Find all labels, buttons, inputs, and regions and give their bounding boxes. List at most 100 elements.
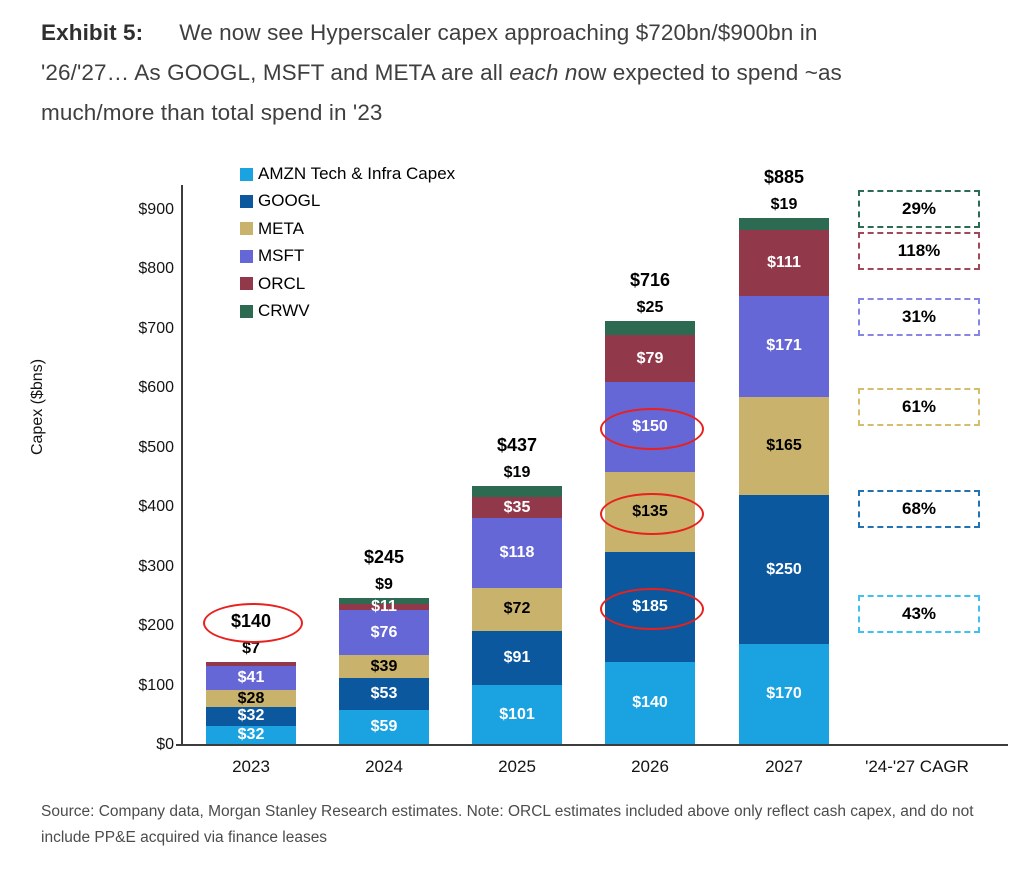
x-category-2026: 2026 bbox=[631, 757, 669, 776]
source-line-2: include PP&E acquired via finance leases bbox=[41, 829, 328, 846]
total-label-2026: $716 bbox=[629, 269, 671, 290]
bar-segment-2023-meta bbox=[206, 690, 296, 707]
segment-label-2023-googl: $32 bbox=[237, 707, 265, 725]
cagr-box-googl: 68% bbox=[858, 490, 980, 528]
bar-segment-2027-crwv bbox=[739, 218, 829, 230]
segment-label-2024-googl: $53 bbox=[370, 685, 398, 703]
title-text-2b: ow expected to spend ~as bbox=[577, 60, 842, 85]
cagr-box-crwv: 29% bbox=[858, 190, 980, 228]
legend-label-msft: MSFT bbox=[258, 246, 305, 266]
source-line-1: Source: Company data, Morgan Stanley Res… bbox=[41, 803, 974, 820]
legend-swatch-amzn bbox=[240, 167, 253, 181]
y-tick-label: $300 bbox=[138, 557, 174, 575]
segment-label-2027-amzn: $170 bbox=[766, 685, 802, 703]
above-bar-label-2023: $7 bbox=[242, 639, 260, 657]
legend-label-crwv: CRWV bbox=[258, 301, 310, 320]
bar-segment-2023-msft bbox=[206, 665, 296, 691]
cagr-box-msft: 31% bbox=[858, 298, 980, 336]
bar-segment-2027-msft bbox=[739, 295, 829, 398]
exhibit-number: Exhibit 5: bbox=[41, 20, 144, 45]
cagr-box-meta: 61% bbox=[858, 388, 980, 426]
y-tick-label: $0 bbox=[156, 736, 174, 753]
legend-item-googl: GOOGL bbox=[240, 191, 320, 211]
bar-segment-2026-crwv bbox=[605, 320, 695, 336]
bar-segment-2024-amzn bbox=[339, 709, 429, 745]
cagr-box-amzn: 43% bbox=[858, 595, 980, 633]
above-bar-label-2024: $9 bbox=[375, 576, 393, 594]
bar-segment-2026-orcl bbox=[605, 335, 695, 383]
segment-label-2023-amzn: $32 bbox=[237, 726, 265, 744]
title-text-italic: each n bbox=[509, 60, 578, 85]
title-text-1: We now see Hyperscaler capex approaching… bbox=[179, 20, 818, 45]
segment-label-2023-meta: $28 bbox=[237, 689, 265, 707]
title-line-2: '26/'27… As GOOGL, MSFT and META are all… bbox=[41, 53, 993, 93]
bar-segment-2024-crwv bbox=[339, 598, 429, 604]
segment-label-2024-msft: $76 bbox=[370, 623, 398, 641]
y-tick-label: $500 bbox=[138, 438, 174, 456]
segment-label-2026-orcl: $79 bbox=[636, 349, 664, 367]
y-axis-title: Capex ($bns) bbox=[29, 358, 46, 456]
x-category-2024: 2024 bbox=[365, 757, 403, 776]
bar-segment-2026-amzn bbox=[605, 661, 695, 745]
legend-label-meta: META bbox=[258, 218, 304, 238]
bar-segment-2023-amzn bbox=[206, 725, 296, 745]
segment-label-2027-googl: $250 bbox=[766, 560, 802, 578]
legend-swatch-msft bbox=[240, 249, 253, 263]
bar-segment-2025-meta bbox=[472, 588, 562, 631]
segment-label-2026-amzn: $140 bbox=[632, 694, 668, 712]
bar-segment-2023-orcl bbox=[206, 661, 296, 666]
title-text-2a: '26/'27… As GOOGL, MSFT and META are all bbox=[41, 60, 510, 85]
y-tick-label: $900 bbox=[138, 201, 174, 218]
bar-segment-2024-googl bbox=[339, 678, 429, 710]
title-line-3: much/more than total spend in '23 bbox=[41, 93, 993, 133]
x-category-2027: 2027 bbox=[765, 757, 803, 776]
cagr-box-orcl: 118% bbox=[858, 232, 980, 270]
bar-segment-2025-crwv bbox=[472, 485, 562, 498]
segment-label-2023-msft: $41 bbox=[237, 669, 265, 687]
legend-item-meta: META bbox=[240, 219, 304, 239]
y-tick-label: $600 bbox=[138, 379, 174, 397]
circle-annotation-2026-GOOGL bbox=[600, 587, 704, 630]
circle-annotation-2026-MSFT bbox=[600, 407, 704, 450]
y-tick-label: $700 bbox=[138, 319, 174, 337]
legend-swatch-meta bbox=[240, 222, 253, 236]
above-bar-label-2025: $19 bbox=[503, 463, 531, 481]
segment-label-2027-meta: $165 bbox=[766, 437, 802, 455]
above-bar-label-2026: $25 bbox=[636, 298, 664, 316]
bar-segment-2025-msft bbox=[472, 517, 562, 589]
bar-segment-2024-meta bbox=[339, 655, 429, 679]
y-tick-label: $800 bbox=[138, 260, 174, 278]
bar-segment-2024-msft bbox=[339, 610, 429, 656]
legend-swatch-orcl bbox=[240, 277, 253, 291]
legend-item-crwv: CRWV bbox=[240, 301, 310, 321]
legend-swatch-googl bbox=[240, 194, 253, 208]
total-label-2024: $245 bbox=[363, 547, 405, 568]
x-category-cagr: '24-'27 CAGR bbox=[865, 757, 969, 776]
title-text-3: much/more than total spend in '23 bbox=[41, 100, 383, 125]
above-bar-label-2027: $19 bbox=[770, 196, 798, 214]
legend-item-amzn: AMZN Tech & Infra Capex bbox=[240, 164, 455, 184]
title-line-1: Exhibit 5: We now see Hyperscaler capex a… bbox=[41, 13, 993, 53]
x-axis-line bbox=[176, 744, 1008, 746]
y-axis-line bbox=[181, 185, 183, 745]
segment-label-2027-orcl: $111 bbox=[767, 253, 801, 271]
circle-annotation-2026-META bbox=[600, 492, 704, 535]
source-note: Source: Company data, Morgan Stanley Res… bbox=[41, 799, 1006, 851]
bar-segment-2025-googl bbox=[472, 630, 562, 685]
bar-segment-2027-amzn bbox=[739, 643, 829, 745]
segment-label-2025-amzn: $101 bbox=[499, 705, 535, 723]
bar-segment-2027-meta bbox=[739, 397, 829, 496]
bar-segment-2027-googl bbox=[739, 495, 829, 644]
legend-item-msft: MSFT bbox=[240, 246, 304, 266]
x-category-2025: 2025 bbox=[498, 757, 536, 776]
total-label-2025: $437 bbox=[496, 434, 538, 455]
legend-label-googl: GOOGL bbox=[258, 191, 321, 211]
segment-label-2025-orcl: $35 bbox=[503, 498, 531, 516]
legend-label-orcl: ORCL bbox=[258, 273, 306, 293]
y-tick-label: $400 bbox=[138, 498, 174, 516]
segment-label-2025-msft: $118 bbox=[499, 543, 535, 561]
segment-label-2027-msft: $171 bbox=[766, 337, 802, 355]
bar-segment-2025-amzn bbox=[472, 684, 562, 745]
legend-label-amzn: AMZN Tech & Infra Capex bbox=[258, 164, 456, 183]
